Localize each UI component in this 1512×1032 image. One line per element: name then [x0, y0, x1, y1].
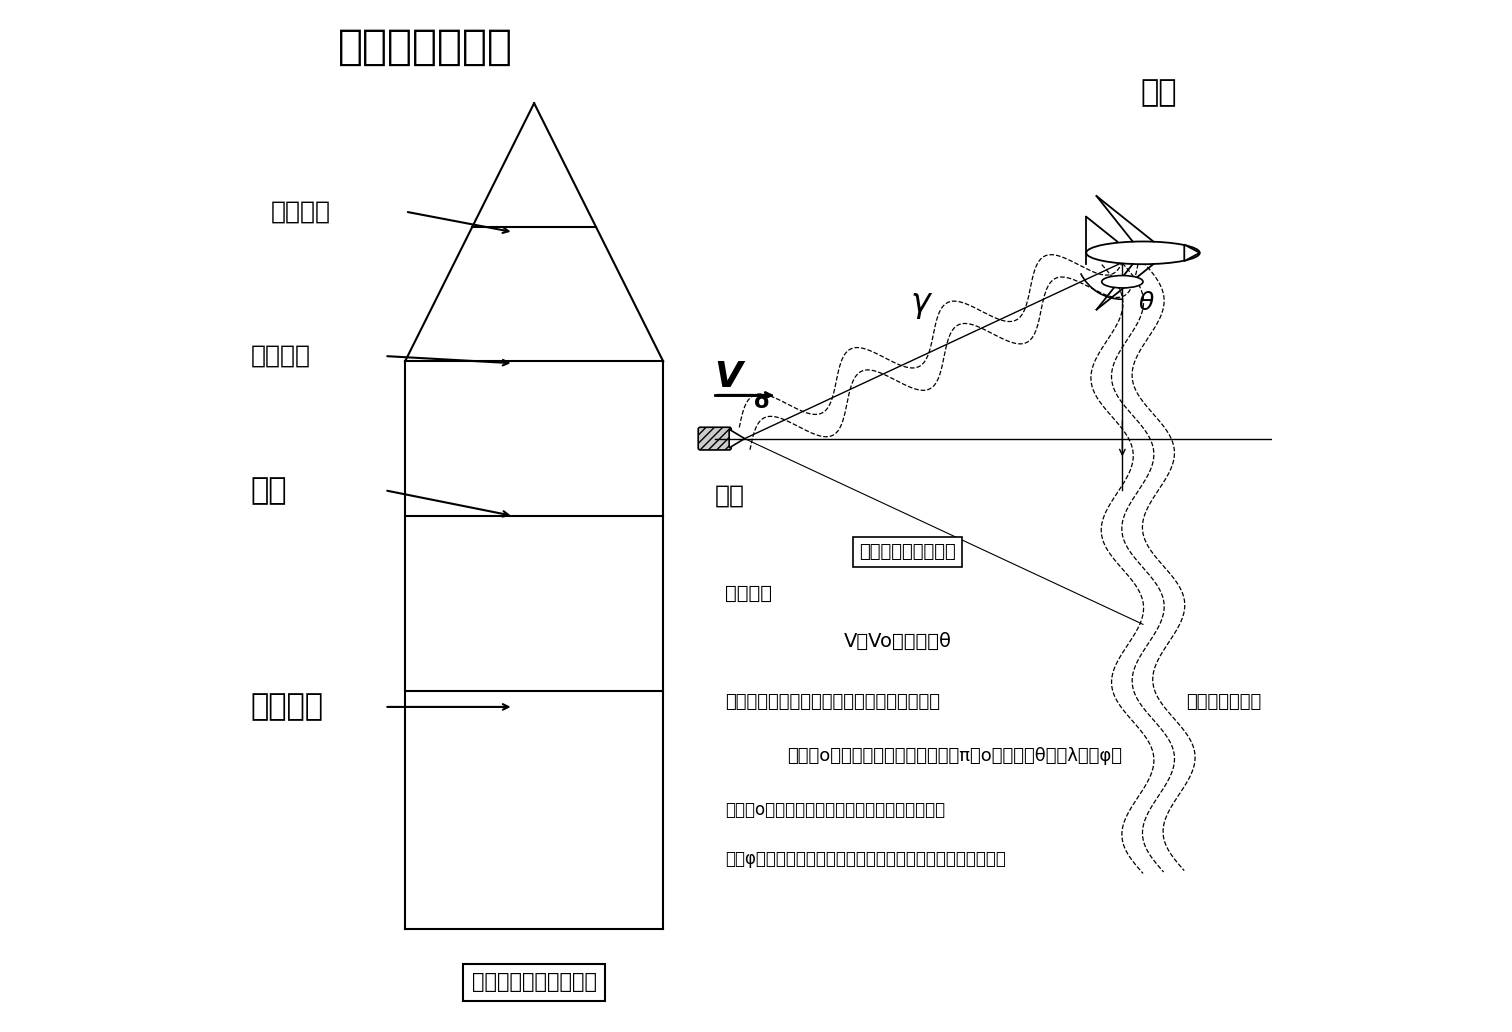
Text: アンテナ: アンテナ — [271, 199, 331, 224]
Text: 信管からの電波: 信管からの電波 — [1187, 692, 1261, 711]
FancyBboxPatch shape — [699, 427, 732, 450]
Text: このうしろに爆弾本体: このうしろに爆弾本体 — [472, 972, 597, 993]
Text: 相対速度: 相対速度 — [726, 584, 773, 603]
Polygon shape — [729, 429, 744, 448]
Text: Ａ，φは目標の反射率や信管のアンテナ放射パターンに依存。: Ａ，φは目標の反射率や信管のアンテナ放射パターンに依存。 — [726, 849, 1005, 868]
Text: V＝Vo・ｓｉｎθ: V＝Vo・ｓｉｎθ — [844, 633, 951, 651]
Ellipse shape — [1086, 241, 1199, 264]
Text: $\gamma$: $\gamma$ — [910, 288, 933, 321]
Ellipse shape — [1102, 276, 1143, 288]
Text: 電池: 電池 — [251, 476, 287, 505]
Text: V: V — [715, 360, 742, 393]
Text: ＶＴ信管の構造: ＶＴ信管の構造 — [339, 26, 513, 67]
Text: $\theta$: $\theta$ — [1137, 291, 1155, 316]
Text: o: o — [754, 392, 770, 413]
Text: 電子回路: 電子回路 — [251, 344, 310, 368]
Text: Ｚ＝Ｚo＋Ａ・ｅｘｐ［ｊ・｛（４πＶo・ｓｉｎθ）／λ｝＋φ］: Ｚ＝Ｚo＋Ａ・ｅｘｐ［ｊ・｛（４πＶo・ｓｉｎθ）／λ｝＋φ］ — [786, 747, 1122, 766]
Text: 電気信管: 電気信管 — [251, 692, 324, 721]
Polygon shape — [1184, 245, 1199, 261]
Text: 目標: 目標 — [1140, 78, 1176, 107]
Text: ドップラ効果の説明: ドップラ効果の説明 — [859, 543, 956, 561]
Text: 反射波があるときのアンテナインピーダンス: 反射波があるときのアンテナインピーダンス — [726, 692, 940, 711]
Text: 注：Ｚoは自由空間でのアンテナインピーダンス: 注：Ｚoは自由空間でのアンテナインピーダンス — [726, 801, 945, 819]
Text: 爆弾: 爆弾 — [715, 483, 745, 508]
